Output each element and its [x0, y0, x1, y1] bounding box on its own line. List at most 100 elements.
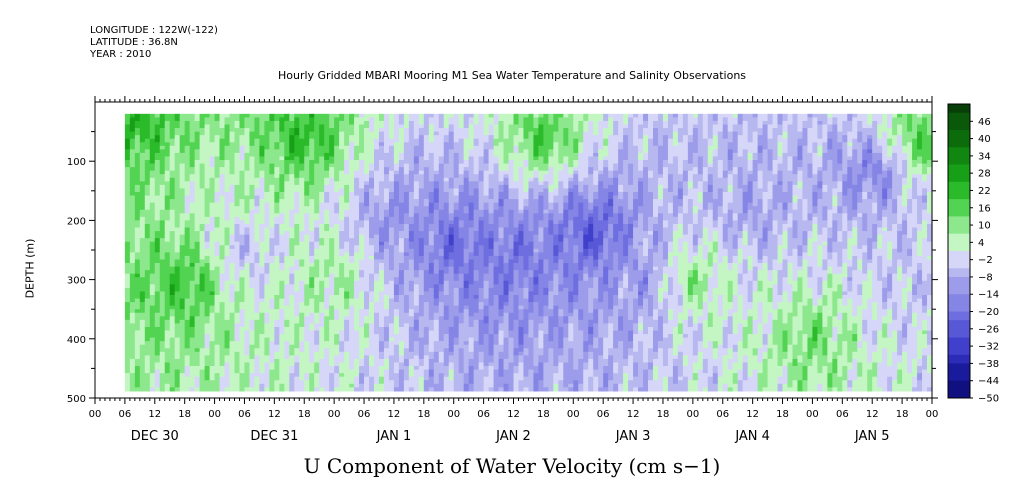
heatmap-cell	[219, 298, 226, 303]
heatmap-cell	[169, 138, 176, 143]
heatmap-cell	[364, 117, 370, 122]
heatmap-cell	[349, 387, 355, 392]
heatmap-cell	[274, 263, 280, 268]
heatmap-cell	[304, 174, 310, 179]
heatmap-cell	[433, 113, 440, 118]
heatmap-cell	[209, 266, 216, 271]
heatmap-cell	[319, 263, 325, 268]
heatmap-cell	[314, 170, 320, 175]
heatmap-cell	[164, 177, 171, 182]
heatmap-cell	[299, 337, 305, 342]
heatmap-cell	[349, 380, 355, 385]
heatmap-cell	[189, 252, 196, 257]
heatmap-cell	[224, 302, 231, 307]
heatmap-cell	[199, 167, 206, 172]
heatmap-cell	[299, 284, 305, 289]
heatmap-cell	[433, 270, 440, 275]
heatmap-cell	[339, 294, 345, 300]
heatmap-cell	[249, 241, 256, 246]
heatmap-cell	[304, 270, 310, 275]
heatmap-cell	[279, 366, 285, 371]
heatmap-cell	[194, 323, 201, 328]
heatmap-cell	[418, 383, 425, 388]
heatmap-cell	[189, 362, 196, 367]
heatmap-cell	[433, 316, 440, 321]
heatmap-cell	[194, 369, 201, 374]
heatmap-cell	[219, 344, 226, 349]
heatmap-cell	[159, 181, 166, 186]
heatmap-cell	[314, 213, 320, 218]
heatmap-cell	[214, 259, 221, 264]
heatmap-cell	[284, 291, 290, 296]
heatmap-cell	[359, 227, 365, 232]
heatmap-cell	[423, 337, 430, 342]
heatmap-cell	[224, 263, 231, 268]
heatmap-cell	[214, 174, 221, 179]
heatmap-cell	[344, 277, 350, 282]
heatmap-cell	[418, 366, 425, 371]
heatmap-cell	[209, 348, 216, 353]
heatmap-cell	[418, 195, 425, 200]
heatmap-cell	[214, 142, 221, 147]
heatmap-cell	[438, 316, 445, 321]
heatmap-cell	[209, 234, 216, 239]
heatmap-cell	[199, 152, 206, 158]
heatmap-cell	[139, 323, 146, 328]
heatmap-cell	[349, 284, 355, 289]
heatmap-cell	[139, 181, 146, 186]
heatmap-cell	[374, 120, 380, 126]
heatmap-cell	[269, 341, 275, 346]
heatmap-cell	[189, 149, 196, 154]
heatmap-cell	[433, 120, 440, 126]
heatmap-cell	[239, 302, 246, 307]
heatmap-cell	[339, 160, 345, 165]
heatmap-cell	[184, 305, 191, 310]
heatmap-cell	[344, 138, 350, 143]
heatmap-cell	[234, 337, 241, 342]
heatmap-cell	[344, 184, 350, 190]
heatmap-cell	[164, 330, 171, 335]
heatmap-cell	[354, 241, 360, 246]
heatmap-cell	[229, 156, 236, 161]
heatmap-cell	[184, 252, 191, 257]
heatmap-cell	[433, 369, 440, 374]
heatmap-cell	[139, 206, 146, 211]
heatmap-cell	[433, 181, 440, 186]
heatmap-cell	[349, 191, 355, 197]
heatmap-cell	[239, 305, 246, 310]
heatmap-cell	[383, 181, 390, 186]
heatmap-cell	[184, 277, 191, 282]
heatmap-cell	[219, 341, 226, 346]
heatmap-cell	[299, 149, 305, 154]
heatmap-cell	[393, 199, 400, 204]
heatmap-cell	[284, 266, 290, 271]
heatmap-cell	[249, 341, 256, 346]
heatmap-cell	[309, 280, 315, 285]
heatmap-cell	[413, 334, 420, 339]
heatmap-cell	[383, 113, 390, 118]
heatmap-cell	[398, 128, 405, 133]
heatmap-cell	[398, 334, 405, 339]
heatmap-cell	[269, 319, 275, 325]
heatmap-cell	[309, 323, 315, 328]
heatmap-cell	[334, 170, 340, 175]
heatmap-cell	[279, 341, 285, 346]
heatmap-cell	[224, 287, 231, 293]
heatmap-cell	[244, 369, 251, 374]
heatmap-cell	[264, 263, 270, 268]
heatmap-cell	[129, 202, 136, 207]
heatmap-cell	[129, 160, 136, 165]
heatmap-cell	[369, 373, 375, 378]
heatmap-cell	[259, 309, 265, 314]
heatmap-cell	[279, 305, 285, 310]
heatmap-cell	[139, 277, 146, 282]
heatmap-cell	[438, 167, 445, 172]
heatmap-cell	[344, 348, 350, 353]
heatmap-cell	[289, 387, 295, 392]
heatmap-cell	[174, 209, 181, 214]
heatmap-cell	[264, 152, 270, 158]
heatmap-cell	[149, 152, 156, 158]
heatmap-cell	[204, 213, 211, 218]
heatmap-cell	[349, 366, 355, 371]
heatmap-cell	[254, 195, 261, 200]
